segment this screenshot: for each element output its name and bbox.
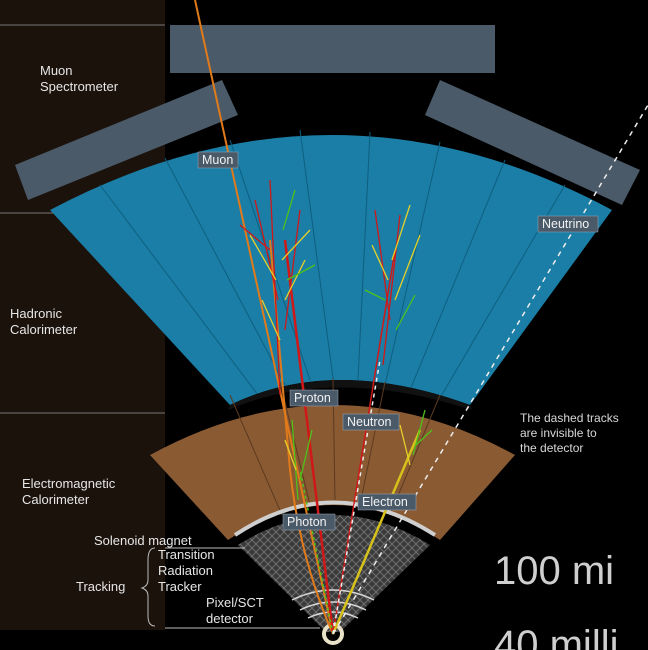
- overlay-text-1: 100 mi: [494, 549, 614, 593]
- svg-text:Muon: Muon: [202, 153, 233, 167]
- label-pixel-2: detector: [206, 611, 254, 626]
- label-trt-2: Radiation: [158, 563, 213, 578]
- pixel-sct-layers: [291, 589, 375, 619]
- note-line-3: the detector: [520, 441, 583, 455]
- em-shower: [284, 409, 433, 501]
- label-trt-1: Transition: [158, 547, 215, 562]
- hadronic-calorimeter: [50, 135, 612, 405]
- electron-track: [331, 429, 422, 635]
- muon-curve-track: [269, 239, 334, 635]
- neutron-track: [332, 359, 381, 635]
- spectrometer-chamber-right: [425, 80, 640, 205]
- svg-text:Neutrino: Neutrino: [542, 217, 589, 231]
- label-hadronic-2: Calorimeter: [10, 322, 78, 337]
- label-panel: [0, 0, 165, 630]
- tag-neutron: Neutron: [342, 413, 400, 431]
- solenoid-magnet: [233, 500, 437, 537]
- proton-track: [283, 239, 335, 635]
- tag-electron: Electron: [357, 493, 417, 511]
- em-calorimeter: [150, 405, 515, 540]
- tag-neutrino: Neutrino: [537, 215, 599, 233]
- spectrometer-chamber-top: [170, 25, 495, 73]
- svg-text:Proton: Proton: [294, 391, 331, 405]
- spectrometer-chamber-left: [15, 80, 238, 200]
- label-trt-3: Tracker: [158, 579, 202, 594]
- tag-proton: Proton: [289, 389, 339, 407]
- label-em-1: Electromagnetic: [22, 476, 116, 491]
- label-hadronic-1: Hadronic: [10, 306, 63, 321]
- overlay-text-2: 40 milli: [494, 623, 618, 650]
- label-tracking: Tracking: [76, 579, 125, 594]
- neutrino-track: [332, 104, 648, 635]
- svg-text:Photon: Photon: [287, 515, 327, 529]
- label-solenoid: Solenoid magnet: [94, 533, 192, 548]
- transition-radiation-tracker: [238, 515, 430, 632]
- label-muon-spectrometer-2: Spectrometer: [40, 79, 119, 94]
- tag-muon: Muon: [197, 151, 239, 169]
- photon-track: [299, 469, 334, 635]
- svg-text:Electron: Electron: [362, 495, 408, 509]
- svg-text:Neutron: Neutron: [347, 415, 392, 429]
- label-muon-spectrometer-1: Muon: [40, 63, 73, 78]
- note-line-2: are invisible to: [520, 426, 597, 440]
- note-line-1: The dashed tracks: [520, 411, 619, 425]
- hadronic-shower-right: [364, 204, 421, 366]
- hadronic-shower-left: [239, 179, 316, 396]
- label-em-2: Calorimeter: [22, 492, 90, 507]
- tag-photon: Photon: [282, 513, 336, 531]
- label-pixel-1: Pixel/SCT: [206, 595, 264, 610]
